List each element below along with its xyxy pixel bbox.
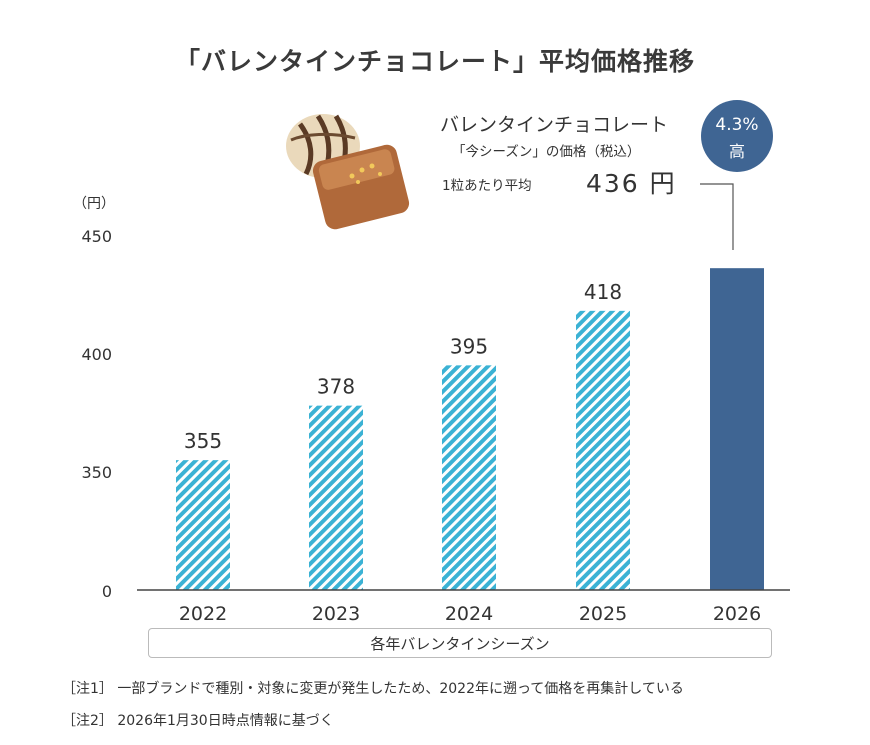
footnote-2: ［注2］ 2026年1月30日時点情報に基づく (62, 713, 334, 729)
y-tick-450: 450 (81, 227, 112, 246)
x-axis-caption: 各年バレンタインシーズン (148, 628, 772, 658)
callout-caption: 1粒あたり平均 (442, 178, 532, 194)
callout-leader-line (700, 183, 734, 250)
badge-percent: 4.3% (715, 115, 759, 135)
chocolate-illustration (286, 114, 410, 230)
x-tick-2023: 2023 (312, 603, 360, 625)
callout-subheading: 「今シーズン」の価格（税込） (452, 144, 641, 160)
increase-badge: 4.3% 高 (701, 100, 773, 172)
callout-value: 436 円 (586, 169, 677, 198)
data-label-2025: 418 (584, 280, 622, 304)
data-label-2023: 378 (317, 375, 355, 399)
x-tick-2022: 2022 (179, 603, 227, 625)
x-tick-2025: 2025 (579, 603, 627, 625)
bar-2022 (176, 460, 230, 590)
callout-heading: バレンタインチョコレート (440, 114, 669, 136)
bar-2024 (442, 365, 496, 590)
data-label-2024: 395 (450, 334, 488, 358)
bar-2025 (576, 310, 630, 590)
y-tick-400: 400 (81, 345, 112, 364)
y-tick-350: 350 (81, 463, 112, 482)
bar-2023 (309, 405, 363, 590)
data-label-2022: 355 (184, 429, 222, 453)
y-tick-0: 0 (102, 582, 112, 601)
badge-label: 高 (728, 142, 745, 161)
y-axis-unit: （円） (73, 196, 115, 212)
x-tick-2026: 2026 (713, 603, 761, 625)
chart-title: 「バレンタインチョコレート」平均価格推移 (174, 47, 695, 76)
x-tick-2024: 2024 (445, 603, 493, 625)
footnote-1: ［注1］ 一部ブランドで種別・対象に変更が発生したため、2022年に遡って価格を… (62, 681, 684, 697)
bar-2026 (710, 268, 764, 590)
